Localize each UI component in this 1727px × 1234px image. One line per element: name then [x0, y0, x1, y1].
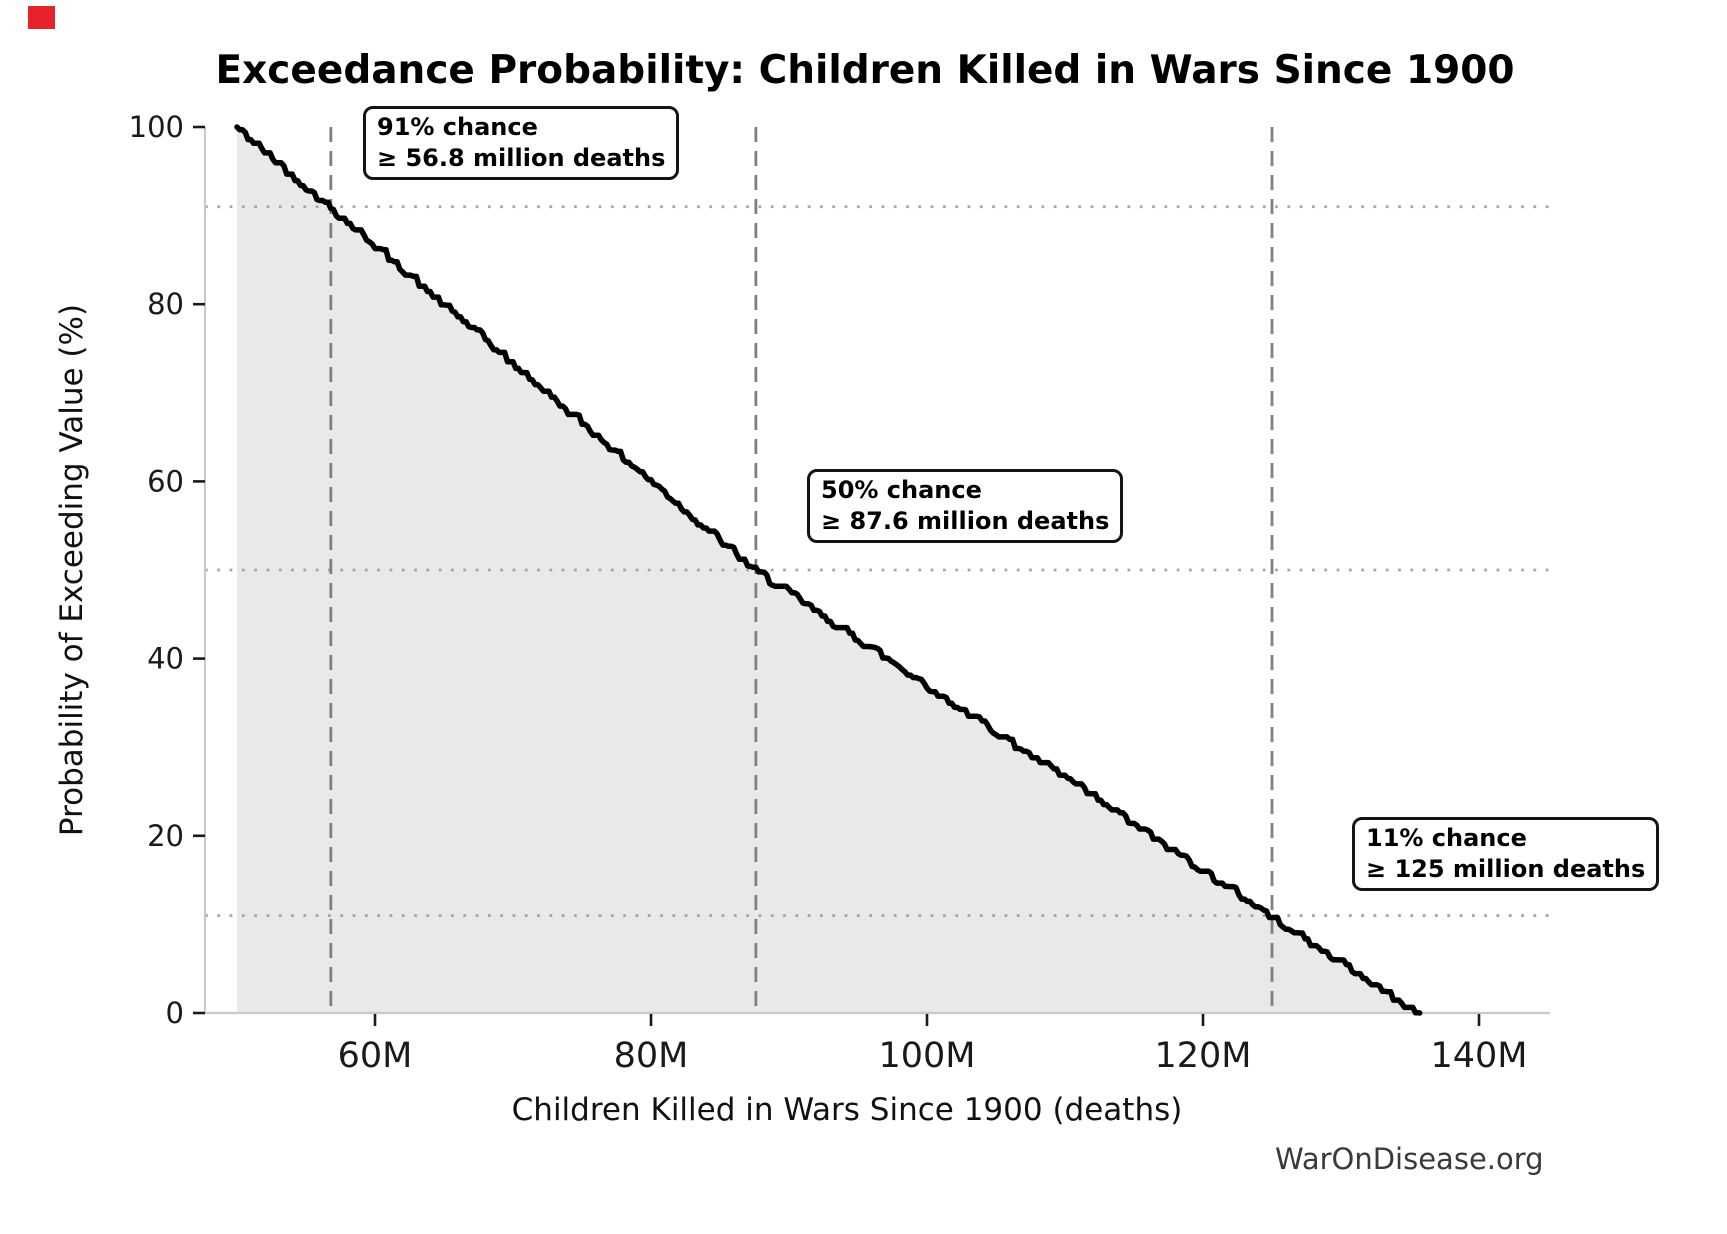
- annotation-line-1: 91% chance: [377, 113, 538, 141]
- annotation-line-2: ≥ 87.6 million deaths: [821, 507, 1110, 535]
- y-tick-label: 20: [147, 819, 184, 853]
- annotation-box-11pct: 11% chance ≥ 125 million deaths: [1352, 817, 1660, 891]
- y-tick-label: 40: [147, 642, 184, 676]
- x-tick-label: 140M: [1430, 1036, 1527, 1076]
- annotation-line-2: ≥ 125 million deaths: [1366, 855, 1646, 883]
- annotation-box-50pct: 50% chance ≥ 87.6 million deaths: [807, 469, 1124, 543]
- x-tick-label: 120M: [1154, 1036, 1251, 1076]
- y-tick-label: 80: [147, 287, 184, 321]
- corner-marker: [28, 6, 55, 29]
- page-title: Exceedance Probability: Children Killed …: [215, 48, 1515, 93]
- area-fill: [237, 127, 1420, 1013]
- exceedance-curve: [234, 124, 1423, 1016]
- watermark: WarOnDisease.org: [1275, 1142, 1544, 1176]
- annotation-line-1: 11% chance: [1366, 824, 1527, 852]
- y-tick-label: 60: [147, 464, 184, 498]
- x-tick-label: 60M: [338, 1036, 413, 1076]
- annotation-box-91pct: 91% chance ≥ 56.8 million deaths: [363, 106, 680, 180]
- annotation-line-2: ≥ 56.8 million deaths: [377, 144, 666, 172]
- x-axis-label: Children Killed in Wars Since 1900 (deat…: [511, 1092, 1183, 1128]
- x-tick-label: 80M: [614, 1036, 689, 1076]
- x-tick-label: 100M: [878, 1036, 975, 1076]
- y-tick-label: 0: [166, 996, 184, 1030]
- annotation-line-1: 50% chance: [821, 476, 982, 504]
- y-tick-label: 100: [129, 110, 184, 144]
